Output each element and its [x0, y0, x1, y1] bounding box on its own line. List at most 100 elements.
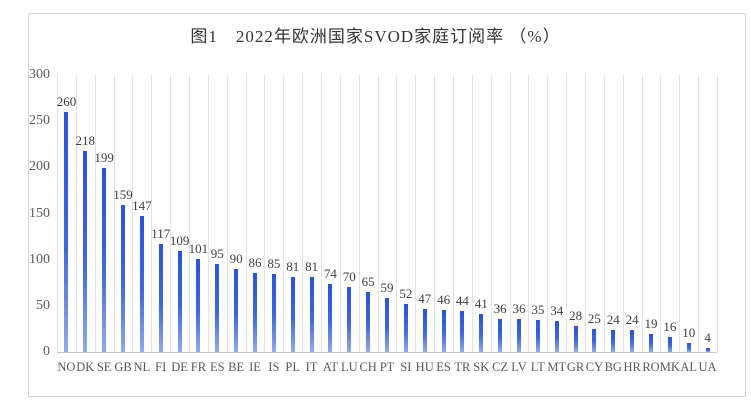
bar-CZ — [498, 318, 503, 352]
value-label: 47 — [418, 290, 432, 306]
gridline — [453, 75, 454, 352]
bar-DK — [83, 150, 88, 352]
value-label: 74 — [323, 265, 337, 281]
value-label: 41 — [474, 296, 488, 312]
bar-RO — [649, 334, 653, 352]
bar-BE — [234, 268, 239, 352]
value-label: 147 — [132, 198, 152, 214]
gridline — [547, 75, 549, 352]
bar-BG — [611, 329, 616, 352]
bar-AL — [686, 342, 691, 352]
value-label: 19 — [644, 316, 658, 332]
category-label: AT — [322, 360, 339, 374]
value-label: 24 — [606, 311, 620, 327]
category-label: PL — [285, 360, 300, 374]
category-label: CH — [359, 360, 377, 374]
bar-LT — [535, 319, 540, 352]
gridline — [698, 75, 700, 352]
gridline — [585, 75, 586, 352]
category-label: DE — [171, 360, 188, 374]
gridline — [302, 75, 304, 352]
value-label: 10 — [682, 324, 696, 340]
category-label: LV — [511, 360, 527, 374]
value-label: 52 — [399, 286, 413, 301]
gridline — [151, 75, 153, 352]
gridline — [660, 75, 662, 352]
category-label: IE — [249, 360, 261, 374]
gridline — [132, 75, 134, 352]
y-tick-label: 0 — [43, 344, 50, 359]
category-label: BG — [604, 360, 622, 374]
gridline — [679, 75, 681, 352]
chart-title: 图1 2022年欧洲国家SVOD家庭订阅率 （%） — [190, 27, 561, 46]
value-label: 36 — [493, 300, 507, 316]
value-label: 218 — [75, 132, 96, 148]
value-label: 117 — [151, 225, 171, 241]
category-label: AL — [680, 360, 698, 374]
y-tick-label: 100 — [29, 251, 50, 267]
category-label: MK — [659, 360, 680, 374]
bar-MK — [667, 337, 672, 352]
category-label: FI — [155, 360, 167, 374]
gridline — [622, 75, 624, 352]
category-label: DK — [76, 360, 95, 374]
plot-area: 260 NO 218 DK 199 SE 159 GB 147 NL 117 FI 109 DE 101 FR… — [57, 75, 718, 374]
category-label: RO — [642, 360, 660, 374]
gridline — [283, 75, 285, 352]
value-label: 81 — [305, 259, 319, 275]
category-label: CY — [585, 360, 604, 374]
value-label: 159 — [113, 187, 133, 203]
value-label: 101 — [188, 240, 209, 256]
category-label: GB — [114, 360, 132, 374]
bar-IT — [309, 277, 314, 352]
category-label: NL — [133, 360, 151, 374]
value-label: 95 — [210, 246, 224, 262]
bar-FI — [158, 243, 163, 352]
gridline — [170, 75, 172, 352]
value-label: 59 — [380, 279, 394, 295]
value-label: 199 — [94, 150, 114, 166]
value-label: 36 — [512, 300, 526, 316]
gridline — [264, 75, 266, 352]
category-label: SK — [473, 360, 490, 374]
category-label: HU — [415, 360, 434, 374]
gridline — [641, 75, 643, 352]
value-label: 35 — [531, 301, 545, 317]
gridline — [603, 75, 605, 352]
category-label: ES — [436, 360, 451, 374]
gridline — [377, 75, 379, 352]
bar-ES — [215, 264, 220, 352]
value-label: 85 — [267, 255, 281, 271]
category-label: UA — [698, 360, 717, 374]
category-label: IS — [268, 360, 280, 374]
category-label: SE — [96, 360, 112, 374]
gridline — [396, 75, 398, 352]
category-label: NO — [57, 360, 76, 374]
gridline — [717, 75, 718, 352]
bar-FR — [196, 258, 201, 352]
gridline — [358, 75, 360, 352]
category-label: CZ — [492, 360, 509, 374]
value-label: 109 — [169, 233, 190, 249]
bar-NL — [139, 216, 144, 352]
category-label: LT — [530, 360, 545, 374]
bar-LV — [517, 318, 521, 352]
bar-TR — [460, 311, 465, 352]
gridline — [75, 75, 77, 352]
bar-SI — [403, 304, 408, 352]
value-label: 25 — [587, 310, 601, 326]
gridline — [490, 75, 492, 352]
y-tick-label: 50 — [36, 297, 50, 313]
gridline — [339, 75, 341, 352]
gridline — [189, 75, 190, 352]
value-label: 4 — [704, 330, 711, 346]
bar-DE — [177, 251, 182, 352]
category-label: FR — [190, 360, 207, 374]
value-label: 24 — [625, 311, 639, 327]
gridline — [528, 75, 530, 352]
gridline — [415, 75, 417, 352]
bar-HR — [630, 329, 635, 352]
bar-HU — [422, 308, 427, 352]
gridline — [321, 75, 322, 352]
gridline — [226, 75, 228, 352]
